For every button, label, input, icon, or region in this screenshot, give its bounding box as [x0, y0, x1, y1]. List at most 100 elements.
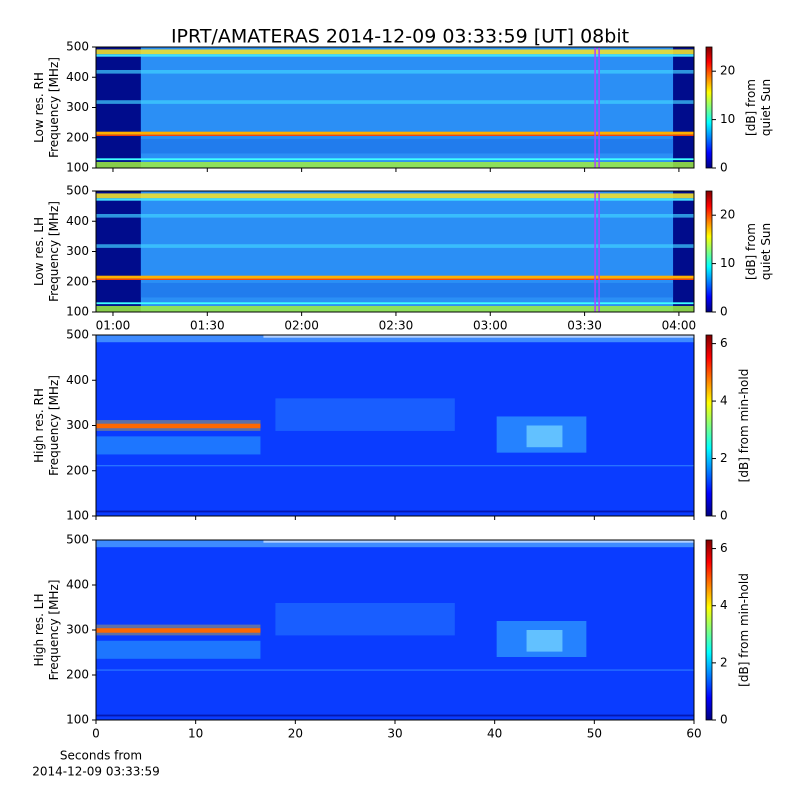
y-tick-label: 500 [66, 533, 89, 547]
colorbar-tick-label: 6 [720, 336, 728, 350]
spectrogram-feature [673, 47, 694, 168]
colorbar-tick-label: 4 [720, 394, 728, 408]
y-tick-label: 200 [66, 274, 89, 288]
colorbar-label: [dB] fromquiet Sun [744, 79, 773, 136]
x-tick-label: 60 [686, 727, 701, 741]
spectrogram-feature [96, 158, 694, 161]
y-tick-label: 400 [66, 70, 89, 84]
spectrogram-feature [96, 465, 694, 467]
y-tick-label: 500 [66, 40, 89, 54]
spectrogram-feature [96, 278, 694, 280]
colorbar [705, 539, 713, 721]
x-tick-label: 03:00 [473, 319, 508, 333]
x-axis-label: 2014-12-09 03:33:59 [32, 765, 159, 779]
x-tick-label: 30 [387, 727, 402, 741]
spectrogram-feature [275, 398, 455, 431]
spectrogram-feature [96, 624, 261, 636]
spectrogram-feature [275, 603, 455, 636]
y-axis-label: High res. RHFrequency [MHz] [32, 375, 61, 476]
y-tick-label: 400 [66, 373, 89, 387]
spectrogram-feature [96, 244, 694, 248]
colorbar-label-line: [dB] from min-hold [737, 573, 751, 687]
spectrogram-feature [96, 100, 694, 104]
y-tick-label: 400 [66, 214, 89, 228]
spectrogram-feature [96, 714, 694, 717]
y-tick-label: 100 [66, 509, 89, 523]
colorbar-tick-label: 2 [720, 655, 728, 669]
spectrogram-feature [96, 423, 261, 429]
colorbar-label-line: [dB] from [744, 79, 758, 136]
colorbar-tick-label: 10 [720, 256, 735, 270]
colorbar [705, 334, 713, 517]
spectrogram-feature [96, 335, 694, 343]
x-tick-label: 20 [288, 727, 303, 741]
spectrogram-feature [96, 131, 694, 135]
colorbar-tick-label: 0 [720, 305, 728, 319]
colorbar-tick-label: 0 [720, 161, 728, 175]
y-tick-label: 400 [66, 578, 89, 592]
y-tick-label: 500 [66, 328, 89, 342]
y-tick-label: 300 [66, 623, 89, 637]
colorbar-label: [dB] from min-hold [737, 369, 751, 483]
y-axis-label-line: Frequency [MHz] [47, 201, 61, 302]
spectrogram-feature [96, 420, 261, 431]
spectrogram-feature [96, 302, 694, 305]
spectrogram-feature [96, 275, 694, 279]
spectrogram-feature [96, 161, 694, 168]
spectrogram-feature [96, 193, 694, 199]
x-tick-label: 02:00 [284, 319, 319, 333]
y-tick-label: 300 [66, 418, 89, 432]
y-tick-label: 300 [66, 100, 89, 114]
x-axis-label: Seconds from [60, 749, 142, 763]
y-tick-label: 500 [66, 184, 89, 198]
colorbar-label: [dB] fromquiet Sun [744, 223, 773, 280]
colorbar-label-line: [dB] from min-hold [737, 369, 751, 483]
y-axis-label-line: Low res. LH [32, 217, 46, 286]
y-axis-label: Low res. LHFrequency [MHz] [32, 201, 61, 302]
colorbar-label: [dB] from min-hold [737, 573, 751, 687]
colorbar-tick-label: 4 [720, 598, 728, 612]
colorbar-tick-label: 6 [720, 541, 728, 555]
y-tick-label: 100 [66, 161, 89, 175]
y-axis-label-line: Frequency [MHz] [47, 580, 61, 681]
spectrogram-feature [96, 640, 261, 659]
spectrogram-feature [526, 425, 563, 448]
spectrogram-feature [96, 540, 694, 548]
x-tick-label: 01:00 [96, 319, 131, 333]
spectrogram-feature [96, 510, 694, 513]
colorbar-label-line: quiet Sun [759, 223, 773, 280]
colorbar-tick-label: 20 [720, 64, 735, 78]
y-axis-label-line: High res. LH [32, 593, 46, 666]
x-tick-label: 0 [92, 727, 100, 741]
y-axis-label-line: Low res. RH [32, 72, 46, 143]
spectrogram-feature [96, 47, 141, 168]
colorbar-tick-label: 20 [720, 208, 735, 222]
colorbar [705, 46, 713, 169]
colorbar-label-line: [dB] from [744, 223, 758, 280]
figure-title: IPRT/AMATERAS 2014-12-09 03:33:59 [UT] 0… [171, 26, 629, 48]
colorbar-tick-label: 10 [720, 112, 735, 126]
spectrogram-feature [96, 436, 261, 455]
spectrogram-feature [96, 669, 694, 671]
y-axis-label-line: Frequency [MHz] [47, 375, 61, 476]
y-axis-label: High res. LHFrequency [MHz] [32, 580, 61, 681]
spectrogram-feature [526, 630, 563, 652]
spectrogram-feature [96, 134, 694, 136]
colorbar-label-line: quiet Sun [759, 79, 773, 136]
colorbar [705, 190, 713, 313]
x-tick-label: 40 [487, 727, 502, 741]
y-axis-label: Low res. RHFrequency [MHz] [32, 57, 61, 158]
spectrogram-feature [96, 305, 694, 312]
x-tick-label: 10 [188, 727, 203, 741]
spectrogram-feature [96, 628, 261, 633]
spectrogram-feature [96, 191, 141, 312]
spectrogram-feature [263, 335, 694, 338]
y-axis-label-line: Frequency [MHz] [47, 57, 61, 158]
spectrogram-feature [96, 49, 694, 55]
y-tick-label: 200 [66, 463, 89, 477]
x-tick-label: 04:00 [662, 319, 697, 333]
x-tick-label: 02:30 [379, 319, 414, 333]
spectrogram-feature [96, 69, 694, 74]
